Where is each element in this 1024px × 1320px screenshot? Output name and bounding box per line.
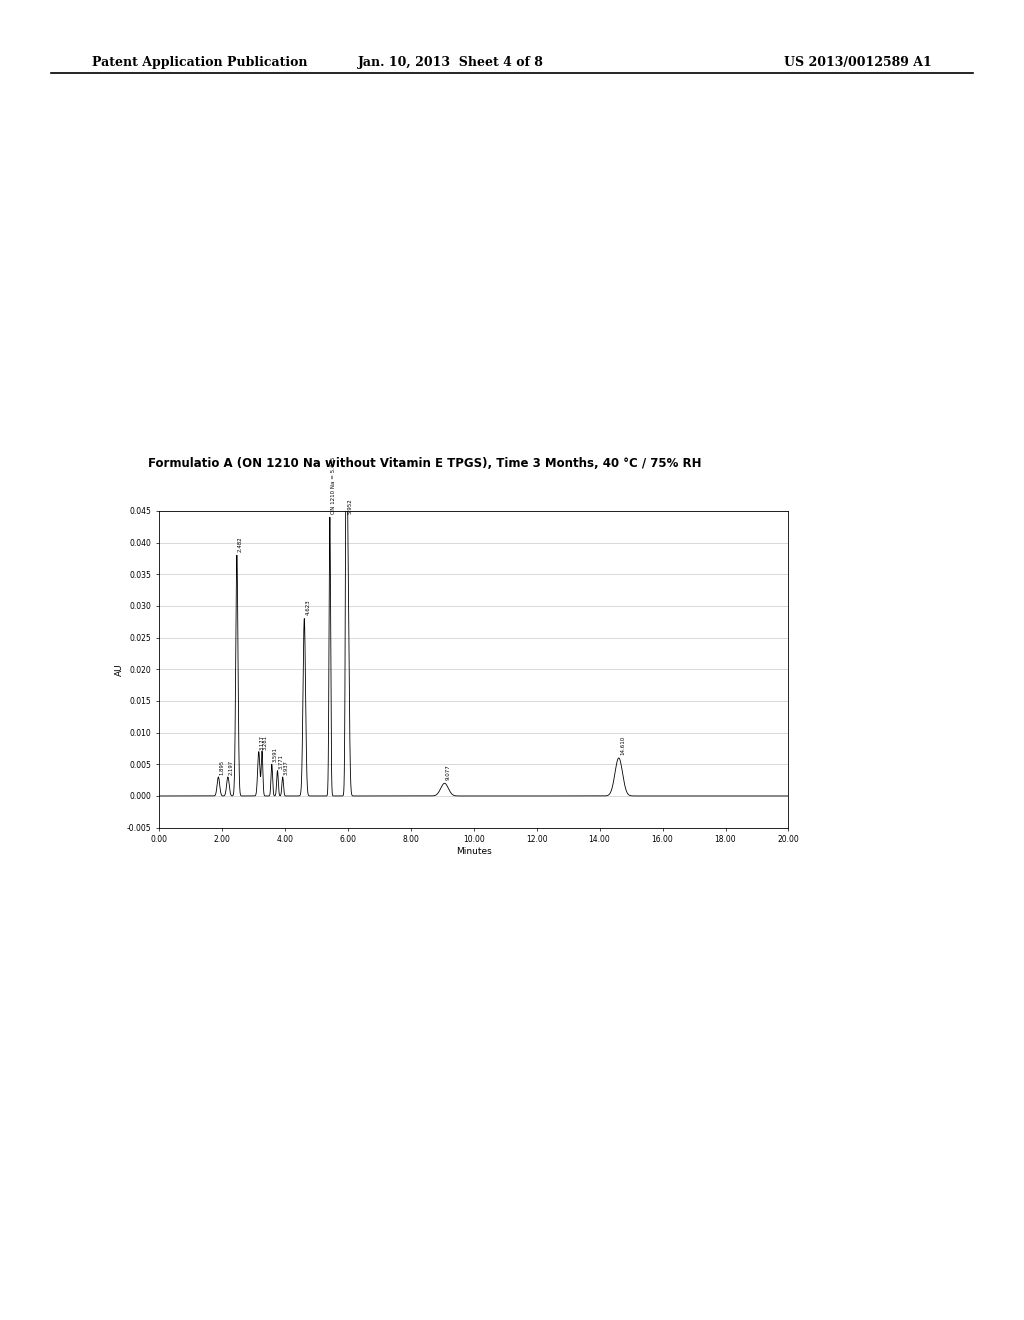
Text: 3.591: 3.591 xyxy=(272,747,278,763)
Text: US 2013/0012589 A1: US 2013/0012589 A1 xyxy=(784,55,932,69)
Text: Formulatio A (ON 1210 Na without Vitamin E TPGS), Time 3 Months, 40 °C / 75% RH: Formulatio A (ON 1210 Na without Vitamin… xyxy=(148,457,702,470)
Text: 14.610: 14.610 xyxy=(620,735,625,755)
Text: Patent Application Publication: Patent Application Publication xyxy=(92,55,307,69)
Text: 2.197: 2.197 xyxy=(228,760,233,775)
Y-axis label: AU: AU xyxy=(115,663,124,676)
Text: 1.895: 1.895 xyxy=(219,760,224,775)
Text: 3.281: 3.281 xyxy=(263,735,268,750)
Text: 2.482: 2.482 xyxy=(239,536,243,552)
Text: 3.937: 3.937 xyxy=(284,760,289,775)
X-axis label: Minutes: Minutes xyxy=(456,847,492,857)
Text: 4.623: 4.623 xyxy=(305,599,310,615)
Text: ON 1210 Na = 5.435: ON 1210 Na = 5.435 xyxy=(331,457,336,513)
Text: 3.771: 3.771 xyxy=(279,754,284,768)
Text: 3.177: 3.177 xyxy=(260,735,264,750)
Text: 9.077: 9.077 xyxy=(445,764,451,780)
Text: 5.952: 5.952 xyxy=(347,498,352,513)
Text: Jan. 10, 2013  Sheet 4 of 8: Jan. 10, 2013 Sheet 4 of 8 xyxy=(357,55,544,69)
